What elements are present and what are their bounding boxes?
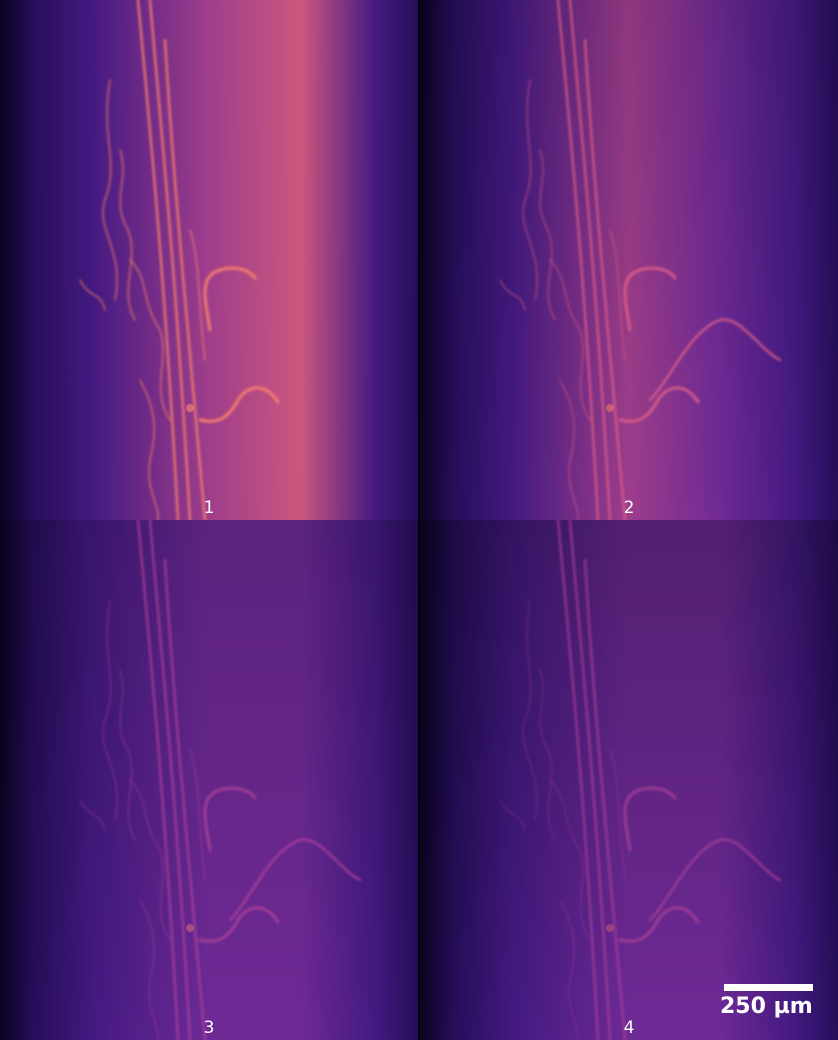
scale-bar-label: 250 µm: [720, 994, 813, 1019]
capillary: [203, 266, 257, 332]
scale-bar: 250 µm: [720, 984, 838, 1040]
branch-vessel: [609, 749, 626, 881]
panel-label-1: 1: [203, 498, 215, 518]
main-vessel: [148, 520, 192, 1040]
branch-vessel: [539, 669, 556, 841]
branch-vessel: [499, 799, 526, 831]
main-vessel: [583, 38, 627, 520]
bright-spot: [606, 404, 614, 412]
capillary: [198, 386, 280, 423]
fluorescence-image-1: [0, 0, 418, 520]
capillary: [203, 786, 257, 852]
bright-spot: [606, 924, 614, 932]
branch-vessel: [499, 279, 526, 311]
main-vessel: [568, 0, 612, 520]
branch-vessel: [139, 899, 159, 1040]
main-vessel: [583, 558, 627, 1040]
branch-vessel: [609, 229, 626, 361]
branch-vessel: [139, 379, 159, 520]
branch-vessel: [522, 79, 538, 301]
main-vessel: [136, 520, 180, 1040]
capillary: [648, 318, 782, 402]
panel-label-3: 3: [203, 1018, 215, 1038]
vessel-network: [79, 520, 362, 1040]
vessel-network: [79, 0, 280, 520]
main-vessel: [148, 0, 192, 520]
branch-vessel: [559, 379, 579, 520]
main-vessel: [568, 520, 612, 1040]
branch-vessel: [102, 599, 118, 821]
branch-vessel: [102, 79, 118, 301]
panel-label-2: 2: [623, 498, 635, 518]
panel-2: 2: [420, 0, 838, 520]
branch-vessel: [549, 779, 591, 941]
tissue-shading: [0, 0, 418, 520]
capillary: [618, 906, 700, 943]
branch-vessel: [119, 669, 136, 841]
fluorescence-image-2: [420, 0, 838, 520]
tissue-shading: [0, 520, 418, 1040]
main-vessel: [163, 38, 207, 520]
tissue-shading: [420, 520, 838, 1040]
branch-vessel: [129, 779, 171, 941]
vessel-network: [499, 0, 782, 520]
main-vessel: [163, 558, 207, 1040]
branch-vessel: [79, 279, 106, 311]
branch-vessel: [549, 259, 591, 421]
branch-vessel: [559, 899, 579, 1040]
panel-4: 4: [420, 520, 838, 1040]
vessel-network: [499, 520, 782, 1040]
capillary: [198, 906, 280, 943]
panel-3: 3: [0, 520, 418, 1040]
scale-bar-line: [724, 984, 813, 991]
branch-vessel: [129, 259, 171, 421]
bright-spot: [186, 404, 194, 412]
main-vessel: [136, 0, 180, 520]
capillary: [623, 266, 677, 332]
fluorescence-image-4: [420, 520, 838, 1040]
capillary: [623, 786, 677, 852]
panel-1: 1: [0, 0, 418, 520]
main-vessel: [556, 520, 600, 1040]
fluorescence-image-3: [0, 520, 418, 1040]
branch-vessel: [189, 749, 206, 881]
capillary: [228, 838, 362, 922]
branch-vessel: [522, 599, 538, 821]
main-vessel: [556, 0, 600, 520]
panel-label-4: 4: [623, 1018, 635, 1038]
branch-vessel: [189, 229, 206, 361]
branch-vessel: [119, 149, 136, 321]
branch-vessel: [539, 149, 556, 321]
tissue-shading: [420, 0, 838, 520]
branch-vessel: [79, 799, 106, 831]
capillary: [618, 386, 700, 423]
bright-spot: [186, 924, 194, 932]
capillary: [648, 838, 782, 922]
